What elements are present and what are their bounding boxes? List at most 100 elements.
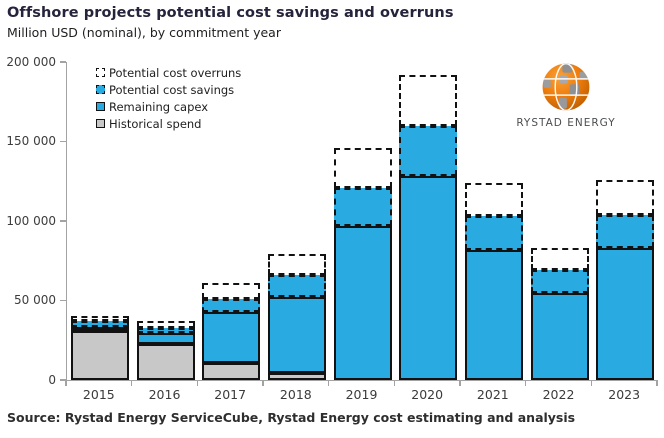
bar-segment-potential-cost-overruns-2018: [267, 254, 326, 276]
x-axis-tick: [327, 381, 330, 386]
bar-segment-remaining-capex-2020: [399, 176, 458, 380]
x-axis-label-2015: 2015: [82, 387, 115, 402]
bar-2020: [399, 74, 458, 380]
bar-segment-potential-cost-savings-2015: [70, 321, 129, 327]
x-axis-tick: [656, 381, 658, 386]
bar-2022: [530, 248, 589, 380]
legend-label: Potential cost overruns: [109, 65, 242, 80]
y-axis-label: 100 000: [6, 213, 56, 228]
bar-segment-potential-cost-overruns-2019: [333, 147, 392, 188]
legend-label: Historical spend: [109, 116, 202, 131]
legend-swatch-savings-icon: [96, 85, 105, 94]
x-axis-tick: [262, 381, 264, 386]
rystad-energy-logo: RYSTAD ENERGY: [510, 60, 622, 129]
bar-segment-potential-cost-overruns-2021: [464, 182, 523, 217]
bar-segment-potential-cost-overruns-2015: [70, 315, 129, 322]
y-axis-label: 0: [48, 372, 56, 387]
bar-segment-potential-cost-savings-2023: [596, 214, 655, 249]
bar-2021: [464, 182, 523, 380]
bar-segment-remaining-capex-2019: [333, 225, 392, 380]
bar-slot-2020: [395, 62, 461, 380]
bar-2017: [202, 283, 261, 380]
legend-label: Remaining capex: [109, 99, 209, 114]
x-axis-label-2020: 2020: [411, 387, 444, 402]
legend-item-overruns: Potential cost overruns: [96, 64, 241, 81]
x-axis-label-2016: 2016: [148, 387, 181, 402]
bar-segment-remaining-capex-2018: [267, 297, 326, 373]
y-axis-tick: [60, 379, 66, 381]
bar-segment-potential-cost-savings-2020: [399, 125, 458, 177]
bar-segment-remaining-capex-2023: [596, 248, 655, 380]
bar-segment-potential-cost-savings-2018: [267, 275, 326, 298]
x-axis-tick: [393, 381, 396, 386]
source-note: Source: Rystad Energy ServiceCube, Rysta…: [7, 410, 576, 425]
bar-segment-historical-spend-2015: [70, 330, 129, 380]
x-axis-label-2019: 2019: [345, 387, 378, 402]
bar-segment-historical-spend-2017: [202, 362, 261, 380]
rystad-logo-text: RYSTAD ENERGY: [516, 117, 616, 129]
y-axis-tick: [60, 61, 66, 63]
bar-2015: [70, 315, 129, 380]
bar-2018: [267, 254, 326, 380]
bar-2016: [136, 321, 195, 380]
x-axis-tick: [590, 381, 593, 386]
legend-swatch-overruns-icon: [96, 68, 105, 77]
x-axis-tick: [524, 381, 527, 386]
y-axis-tick: [60, 140, 66, 143]
bar-slot-2017: [198, 62, 264, 380]
bar-segment-potential-cost-overruns-2020: [399, 74, 458, 126]
plot-area: [66, 62, 658, 381]
x-axis-label-2018: 2018: [279, 387, 312, 402]
y-axis-label: 50 000: [14, 293, 56, 307]
bar-segment-remaining-capex-2017: [202, 311, 261, 363]
y-axis-label: 200 000: [6, 54, 56, 69]
x-axis-tick: [196, 381, 199, 386]
chart-legend: Potential cost overruns Potential cost sa…: [96, 64, 241, 132]
bar-2023: [596, 179, 655, 380]
legend-item-savings: Potential cost savings: [96, 81, 241, 98]
x-axis-tick: [65, 381, 67, 386]
bar-slot-2015: [67, 62, 133, 380]
y-axis-tick: [60, 299, 66, 302]
bar-segment-potential-cost-overruns-2017: [202, 283, 261, 299]
x-axis-label-2022: 2022: [542, 387, 575, 402]
bar-2019: [333, 147, 392, 380]
bar-segment-remaining-capex-2021: [464, 249, 523, 380]
x-axis-label-2021: 2021: [476, 387, 509, 402]
x-axis-tick: [459, 381, 461, 386]
bar-segment-remaining-capex-2015: [70, 326, 129, 331]
bar-segment-remaining-capex-2016: [136, 333, 195, 345]
bar-segment-potential-cost-overruns-2016: [136, 321, 195, 329]
legend-label: Potential cost savings: [109, 82, 235, 97]
bar-segment-potential-cost-savings-2019: [333, 187, 392, 226]
legend-swatch-capex-icon: [96, 102, 105, 111]
x-axis-label-2017: 2017: [214, 387, 247, 402]
bar-segment-historical-spend-2018: [267, 372, 326, 380]
y-axis-tick: [60, 220, 66, 222]
bar-segment-potential-cost-savings-2017: [202, 298, 261, 312]
bar-slot-2022: [527, 62, 593, 380]
x-axis-label-2023: 2023: [608, 387, 641, 402]
bar-segment-potential-cost-overruns-2023: [596, 179, 655, 215]
bar-segment-potential-cost-overruns-2022: [530, 248, 589, 271]
bar-slot-2021: [461, 62, 527, 380]
bar-slot-2019: [330, 62, 396, 380]
chart-title: Offshore projects potential cost savings…: [7, 5, 454, 21]
x-axis-tick: [130, 381, 133, 386]
bar-segment-remaining-capex-2022: [530, 292, 589, 380]
bar-slot-2023: [592, 62, 658, 380]
rystad-globe-icon: [542, 63, 590, 111]
legend-item-capex: Remaining capex: [96, 98, 241, 115]
bar-segment-potential-cost-savings-2016: [136, 328, 195, 334]
bar-segment-historical-spend-2016: [136, 344, 195, 380]
bar-segment-potential-cost-savings-2021: [464, 216, 523, 250]
bar-segment-potential-cost-savings-2022: [530, 270, 589, 293]
bar-slot-2016: [133, 62, 199, 380]
legend-item-historical: Historical spend: [96, 115, 241, 132]
bar-slot-2018: [264, 62, 330, 380]
y-axis-label: 150 000: [6, 134, 56, 148]
chart-subtitle: Million USD (nominal), by commitment yea…: [7, 25, 281, 40]
legend-swatch-historical-icon: [96, 119, 105, 128]
bar-series-container: [67, 62, 658, 380]
